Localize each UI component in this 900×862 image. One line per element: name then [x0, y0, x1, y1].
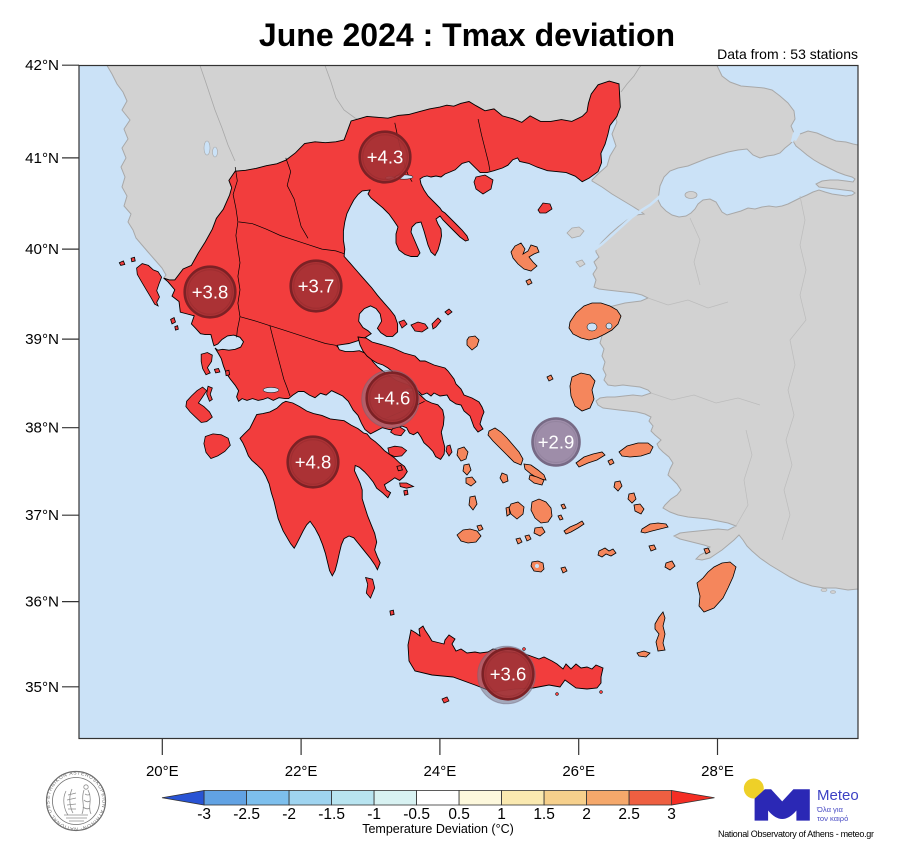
- svg-text:-1.5: -1.5: [318, 806, 345, 823]
- svg-text:-3: -3: [197, 806, 211, 823]
- svg-text:+4.6: +4.6: [374, 388, 411, 409]
- svg-text:41°N: 41°N: [25, 150, 59, 167]
- svg-text:26°E: 26°E: [562, 763, 595, 780]
- svg-text:38°N: 38°N: [25, 420, 59, 437]
- svg-text:Meteo: Meteo: [817, 787, 859, 804]
- svg-text:-0.5: -0.5: [403, 806, 430, 823]
- svg-text:Όλα για: Όλα για: [816, 805, 844, 814]
- svg-text:+4.8: +4.8: [295, 452, 332, 473]
- svg-text:20°E: 20°E: [146, 763, 179, 780]
- svg-text:28°E: 28°E: [701, 763, 734, 780]
- svg-text:22°E: 22°E: [285, 763, 318, 780]
- svg-text:40°N: 40°N: [25, 241, 59, 258]
- svg-text:24°E: 24°E: [424, 763, 457, 780]
- svg-text:+2.9: +2.9: [538, 432, 575, 453]
- svg-text:τον καιρό: τον καιρό: [817, 814, 848, 823]
- svg-text:National Observatory of Athens: National Observatory of Athens - meteo.g…: [718, 829, 874, 839]
- svg-text:Data from : 53 stations: Data from : 53 stations: [717, 46, 858, 62]
- svg-text:42°N: 42°N: [25, 57, 59, 74]
- svg-text:Temperature Deviation (°C): Temperature Deviation (°C): [362, 822, 514, 836]
- svg-text:35°N: 35°N: [25, 679, 59, 696]
- svg-text:-2.5: -2.5: [233, 806, 260, 823]
- svg-text:2.5: 2.5: [618, 806, 640, 823]
- svg-text:+3.6: +3.6: [490, 664, 527, 685]
- svg-text:-1: -1: [367, 806, 381, 823]
- svg-text:39°N: 39°N: [25, 331, 59, 348]
- svg-text:1.5: 1.5: [533, 806, 555, 823]
- svg-text:2: 2: [582, 806, 591, 823]
- svg-text:June 2024 : Tmax deviation: June 2024 : Tmax deviation: [259, 17, 675, 53]
- svg-text:+3.7: +3.7: [298, 276, 335, 297]
- svg-text:1: 1: [497, 806, 506, 823]
- svg-text:37°N: 37°N: [25, 507, 59, 524]
- svg-text:0.5: 0.5: [448, 806, 470, 823]
- svg-text:+3.8: +3.8: [192, 282, 229, 303]
- svg-text:36°N: 36°N: [25, 594, 59, 611]
- svg-text:+4.3: +4.3: [367, 147, 404, 168]
- svg-text:-2: -2: [282, 806, 296, 823]
- svg-text:3: 3: [667, 806, 676, 823]
